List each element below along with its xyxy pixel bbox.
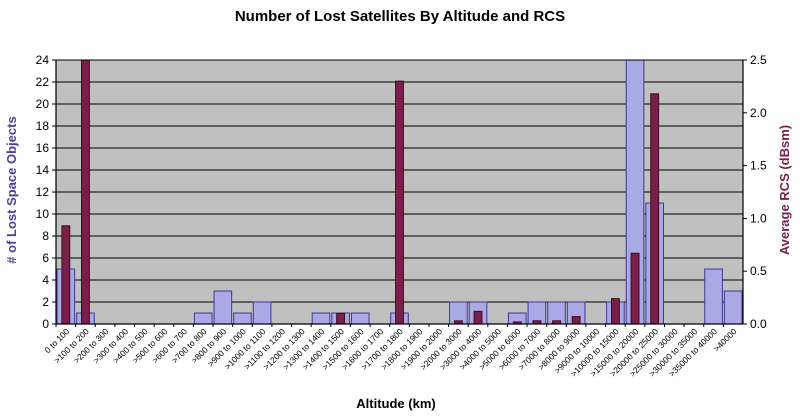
bar-average-rcs xyxy=(395,80,404,325)
bars xyxy=(56,59,743,325)
bar-lost-objects xyxy=(350,312,370,325)
x-axis-title: Altitude (km) xyxy=(356,396,435,411)
bar-average-rcs xyxy=(650,93,660,325)
y-tick-label: 12 xyxy=(36,185,50,199)
bar-lost-objects xyxy=(311,312,331,325)
axes xyxy=(55,59,744,327)
bar-average-rcs xyxy=(81,59,90,325)
bar-average-rcs xyxy=(630,252,640,325)
x-category-labels: 0 to 100>100 to 200>200 to 300>300 to 40… xyxy=(42,326,738,379)
chart-title: Number of Lost Satellites By Altitude an… xyxy=(235,8,565,25)
y-tick-label: 20 xyxy=(36,97,50,111)
y-axis-title: # of Lost Space Objects xyxy=(4,116,19,263)
y2-tick-label: 1.5 xyxy=(750,159,767,173)
y2-tick-label: 2.5 xyxy=(750,53,767,67)
y2-tick-label: 0.0 xyxy=(750,317,767,331)
bar-lost-objects xyxy=(233,312,252,325)
y2-tick-label: 0.5 xyxy=(750,264,767,278)
bar-average-rcs xyxy=(336,312,346,325)
bar-average-rcs xyxy=(61,225,71,325)
y-tick-label: 2 xyxy=(42,295,49,309)
y2-tick-labels: 0.0 0.5 1.0 1.5 2.0 2.5 xyxy=(750,53,767,331)
y-tick-label: 4 xyxy=(42,273,49,287)
y-tick-label: 18 xyxy=(36,119,50,133)
bar-average-rcs xyxy=(610,298,620,325)
bar-lost-objects xyxy=(193,312,213,325)
bar-lost-objects xyxy=(723,290,743,325)
y2-tick-label: 2.0 xyxy=(750,106,767,120)
y-tick-label: 16 xyxy=(36,141,50,155)
y-tick-label: 24 xyxy=(36,53,50,67)
y-tick-label: 22 xyxy=(36,75,50,89)
y-tick-label: 6 xyxy=(42,251,49,265)
y-tick-label: 0 xyxy=(42,317,49,331)
bar-lost-objects xyxy=(213,290,233,325)
y-tick-label: 8 xyxy=(42,229,49,243)
bar-average-rcs xyxy=(571,316,581,325)
bar-lost-objects xyxy=(704,268,723,325)
bar-lost-objects xyxy=(252,301,272,325)
y-tick-label: 10 xyxy=(36,207,50,221)
bar-average-rcs xyxy=(473,310,483,325)
y2-axis-title: Average RCS (dBsm) xyxy=(777,125,792,255)
y-tick-label: 14 xyxy=(36,163,50,177)
y2-tick-label: 1.0 xyxy=(750,211,767,225)
